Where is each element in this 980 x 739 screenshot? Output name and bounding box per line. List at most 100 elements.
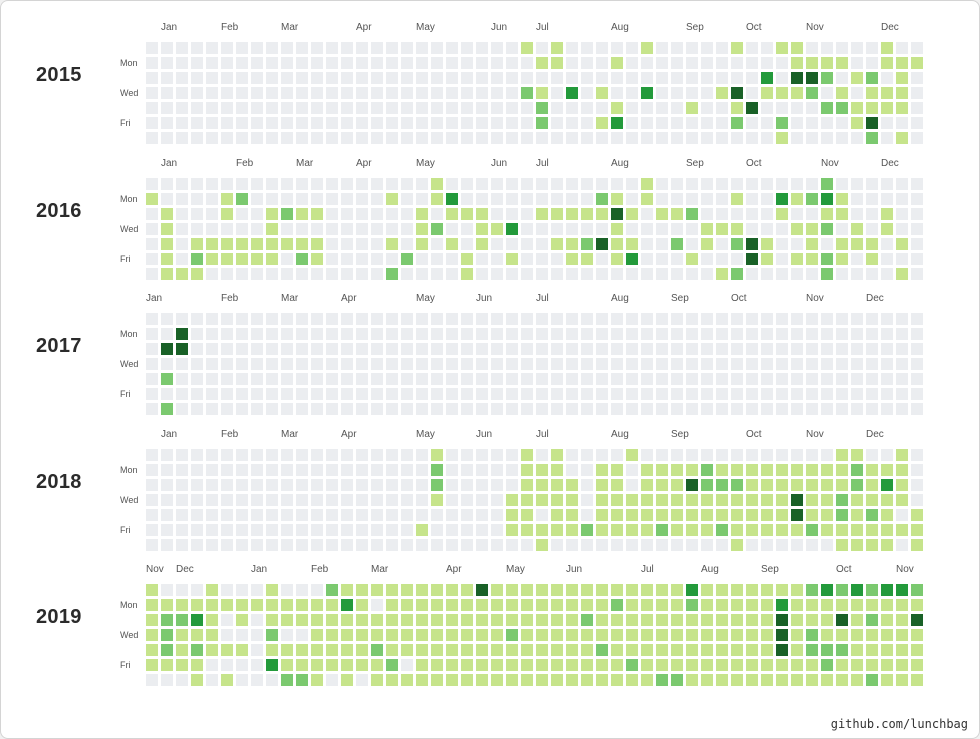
contribution-cell xyxy=(611,343,623,355)
contribution-cell xyxy=(626,177,638,190)
contribution-cell xyxy=(911,252,923,265)
contribution-cell xyxy=(491,448,503,461)
contribution-cell xyxy=(776,358,788,370)
contribution-cell xyxy=(761,463,773,476)
contribution-cell xyxy=(626,102,638,114)
contribution-cell xyxy=(476,117,488,129)
contribution-cell xyxy=(176,388,188,400)
contribution-cell xyxy=(836,87,848,99)
contribution-cell xyxy=(641,358,653,370)
contribution-cell xyxy=(551,659,563,671)
contribution-cell xyxy=(626,57,638,69)
contribution-cell xyxy=(761,599,773,611)
contribution-cell xyxy=(356,448,368,461)
contribution-cell xyxy=(821,222,833,235)
contribution-cell xyxy=(236,614,248,626)
contribution-cell xyxy=(236,328,248,340)
contribution-cell xyxy=(626,132,638,144)
contribution-cell xyxy=(386,448,398,461)
contribution-cell xyxy=(206,478,218,491)
contribution-cell xyxy=(656,403,668,415)
contribution-cell xyxy=(641,252,653,265)
contribution-cell xyxy=(836,629,848,641)
contribution-cell xyxy=(281,252,293,265)
contribution-cell xyxy=(461,403,473,415)
contribution-cell xyxy=(431,538,443,551)
contribution-cell xyxy=(536,237,548,250)
contribution-cell xyxy=(146,674,158,686)
contribution-cell xyxy=(476,659,488,671)
contribution-cell xyxy=(761,117,773,129)
contribution-cell xyxy=(686,659,698,671)
contribution-cell xyxy=(431,42,443,54)
month-labels: Jan Feb Mar Apr May Jun Jul Aug Sep Oct Nov Dec xyxy=(0,293,978,307)
contribution-cell xyxy=(821,207,833,220)
month-label: Aug xyxy=(611,428,629,440)
contribution-cell xyxy=(776,463,788,476)
contribution-cell xyxy=(821,523,833,536)
contribution-cell xyxy=(221,403,233,415)
contribution-cell xyxy=(446,102,458,114)
day-label: Mon xyxy=(120,193,138,204)
contribution-cell xyxy=(551,523,563,536)
contribution-cell xyxy=(251,508,263,521)
contribution-cell xyxy=(791,493,803,506)
contribution-cell xyxy=(446,328,458,340)
contribution-cell xyxy=(656,508,668,521)
contribution-cell xyxy=(836,403,848,415)
contribution-cell xyxy=(491,87,503,99)
contribution-cell xyxy=(191,358,203,370)
contribution-cell xyxy=(146,192,158,205)
contribution-cell xyxy=(341,644,353,656)
contribution-cell xyxy=(251,674,263,686)
contribution-cell xyxy=(311,57,323,69)
contribution-cell xyxy=(611,388,623,400)
day-label: Mon xyxy=(120,329,138,339)
contribution-cell xyxy=(506,629,518,641)
contribution-cell xyxy=(461,87,473,99)
contribution-cell xyxy=(401,358,413,370)
contribution-cell xyxy=(521,463,533,476)
month-label: Jan xyxy=(161,22,178,33)
contribution-cell xyxy=(641,599,653,611)
contribution-cell xyxy=(896,599,908,611)
contribution-cell xyxy=(821,373,833,385)
contribution-cell xyxy=(506,207,518,220)
contribution-cell xyxy=(686,207,698,220)
contribution-cell xyxy=(236,629,248,641)
contribution-cell xyxy=(881,328,893,340)
contribution-cell xyxy=(311,313,323,325)
contribution-cell xyxy=(761,343,773,355)
contribution-cell xyxy=(221,222,233,235)
contribution-cell xyxy=(536,388,548,400)
contribution-cell xyxy=(686,267,698,280)
contribution-cell xyxy=(191,42,203,54)
contribution-cell xyxy=(761,57,773,69)
contribution-cell xyxy=(461,177,473,190)
contribution-cell xyxy=(446,72,458,84)
contribution-cell xyxy=(776,614,788,626)
contribution-cell xyxy=(641,508,653,521)
contribution-cell xyxy=(191,448,203,461)
contribution-cell xyxy=(806,403,818,415)
contribution-cell xyxy=(746,267,758,280)
contribution-cell xyxy=(551,508,563,521)
contribution-cell xyxy=(581,343,593,355)
contribution-cell xyxy=(896,674,908,686)
contribution-cell xyxy=(236,523,248,536)
contribution-cell xyxy=(866,207,878,220)
contribution-cell xyxy=(641,328,653,340)
contribution-cell xyxy=(881,132,893,144)
contribution-cell xyxy=(881,674,893,686)
contribution-cell xyxy=(281,57,293,69)
contribution-cell xyxy=(386,252,398,265)
contribution-cell xyxy=(206,177,218,190)
contribution-cell xyxy=(626,267,638,280)
contribution-cell xyxy=(266,313,278,325)
contribution-cell xyxy=(866,659,878,671)
contribution-cell xyxy=(521,207,533,220)
contribution-cell xyxy=(626,207,638,220)
contribution-cell xyxy=(821,584,833,596)
contribution-cell xyxy=(626,117,638,129)
contribution-cell xyxy=(296,358,308,370)
